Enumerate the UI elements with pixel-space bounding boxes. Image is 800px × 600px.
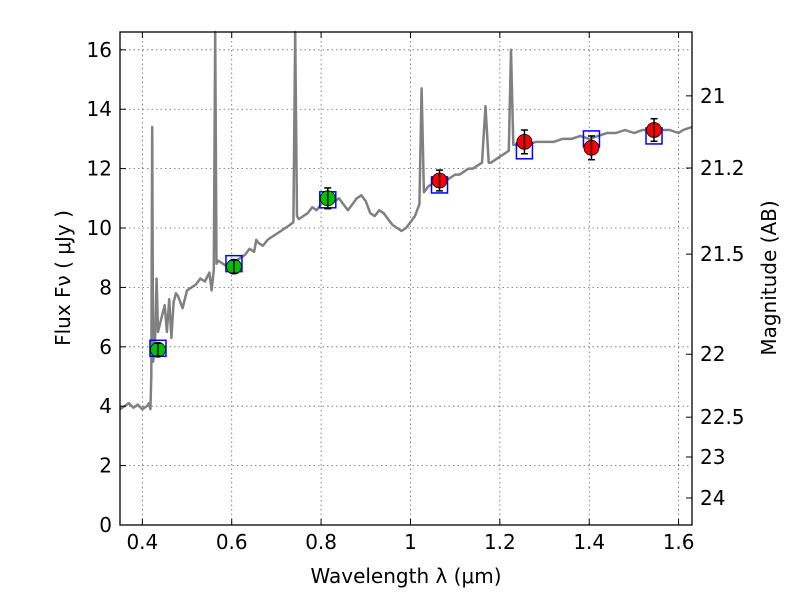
y-tick-label: 2 (99, 454, 112, 478)
marker-layer (149, 117, 663, 358)
mag-tick-label: 24 (700, 486, 725, 510)
y-tick-label: 6 (99, 335, 112, 359)
x-tick-label: 0.8 (305, 530, 337, 554)
y-tick-label: 14 (87, 97, 112, 121)
mag-tick-label: 22 (700, 342, 725, 366)
x-tick-label: 1.2 (484, 530, 516, 554)
mag-tick-label: 21.5 (700, 242, 745, 266)
x-axis-title: Wavelength λ (μm) (310, 564, 501, 588)
y-tick-label: 4 (99, 394, 112, 418)
x-tick-label: 1.6 (663, 530, 695, 554)
y-tick-label: 8 (99, 275, 112, 299)
y-right-axis-title: Magnitude (AB) (757, 200, 781, 355)
mag-tick-label: 23 (700, 445, 725, 469)
y-axis-title: Flux Fν ( μJy ) (51, 210, 75, 346)
mag-tick-label: 21.2 (700, 156, 745, 180)
tick-layer: 0.4 0.6 0.8 1 1.2 1.4 1.602468101214162121.221… (87, 32, 745, 554)
x-tick-label: 0.6 (216, 530, 248, 554)
mag-tick-label: 21 (700, 84, 725, 108)
y-tick-label: 12 (87, 157, 112, 181)
spectrum-line (119, 30, 693, 411)
x-tick-label: 1 (404, 530, 417, 554)
y-tick-label: 16 (87, 38, 112, 62)
plot-frame (119, 31, 693, 526)
spectrum-layer (119, 30, 693, 411)
x-tick-label: 0.4 (126, 530, 158, 554)
y-tick-label: 10 (87, 216, 112, 240)
mag-tick-label: 22.5 (700, 405, 745, 429)
x-tick-label: 1.4 (573, 530, 605, 554)
y-tick-label: 0 (99, 513, 112, 537)
